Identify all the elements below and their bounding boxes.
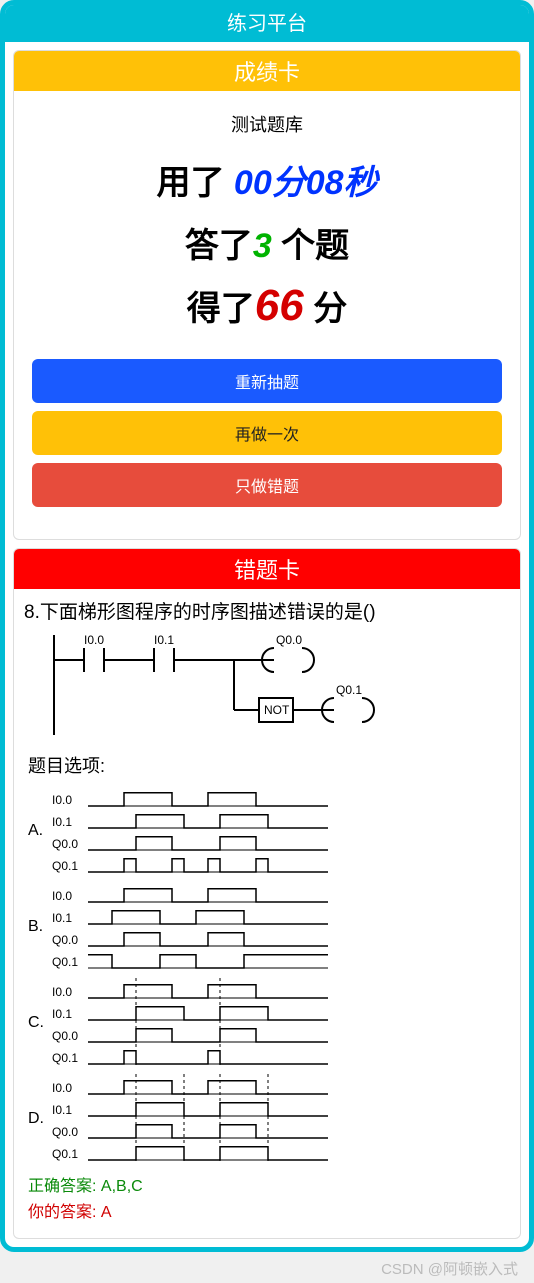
question-number: 8.: [24, 602, 40, 623]
signal-label: I0.0: [52, 889, 72, 903]
option-row[interactable]: A. I0.0 I0.1 Q0.0 Q0.1: [28, 784, 510, 878]
ladder-label-q01: Q0.1: [336, 683, 362, 697]
ladder-label-not: NOT: [264, 703, 290, 717]
option-row[interactable]: B. I0.0 I0.1 Q0.0 Q0.1: [28, 880, 510, 974]
option-letter: B.: [28, 918, 52, 936]
time-value: 00分08秒: [234, 164, 378, 202]
wrong-card: 错题卡 8.下面梯形图程序的时序图描述错误的是(): [13, 548, 521, 1239]
timing-diagram: I0.0 I0.1 Q0.0 Q0.1: [52, 976, 332, 1070]
score-card: 成绩卡 测试题库 用了 00分08秒 答了3 个题 得了66 分 重新抽题 再做…: [13, 50, 521, 540]
option-letter: A.: [28, 822, 52, 840]
signal-label: Q0.0: [52, 933, 78, 947]
signal-label: Q0.1: [52, 1147, 78, 1161]
score-buttons: 重新抽题 再做一次 只做错题: [14, 345, 520, 525]
signal-label: I0.1: [52, 1007, 72, 1021]
signal-label: I0.0: [52, 985, 72, 999]
ladder-label-i01: I0.1: [154, 633, 174, 647]
timing-diagram: I0.0 I0.1 Q0.0 Q0.1: [52, 880, 332, 974]
score-card-body: 测试题库 用了 00分08秒 答了3 个题 得了66 分 重新抽题 再做一次 只…: [14, 91, 520, 539]
retry-button[interactable]: 再做一次: [32, 411, 502, 455]
wrong-card-body: 8.下面梯形图程序的时序图描述错误的是(): [14, 597, 520, 1238]
signal-label: I0.1: [52, 1103, 72, 1117]
signal-label: I0.0: [52, 1081, 72, 1095]
signal-label: Q0.0: [52, 1125, 78, 1139]
option-letter: D.: [28, 1110, 52, 1128]
your-answer: 你的答案: A: [28, 1198, 510, 1222]
ladder-diagram: I0.0 I0.1 Q0.0 Q0.1 NOT: [44, 630, 404, 740]
score-prefix: 得了: [187, 290, 255, 328]
app-title: 练习平台: [227, 13, 307, 35]
correct-answer-label: 正确答案:: [28, 1178, 96, 1195]
redraw-button[interactable]: 重新抽题: [32, 359, 502, 403]
timing-diagram: I0.0 I0.1 Q0.0 Q0.1: [52, 784, 332, 878]
correct-answer-value: A,B,C: [101, 1178, 143, 1195]
score-value: 66: [255, 281, 304, 330]
signal-label: Q0.1: [52, 955, 78, 969]
signal-label: Q0.1: [52, 859, 78, 873]
options-label: 题目选项:: [28, 752, 510, 778]
wrongs-button[interactable]: 只做错题: [32, 463, 502, 507]
answered-prefix: 答了: [185, 227, 253, 265]
option-row[interactable]: C. I0.0 I0.1 Q0.0 Q0.1: [28, 976, 510, 1070]
your-answer-label: 你的答案:: [28, 1204, 96, 1221]
timing-diagram: I0.0 I0.1 Q0.0 Q0.1: [52, 1072, 332, 1166]
wrong-card-title: 错题卡: [14, 549, 520, 589]
app-frame: 练习平台 成绩卡 测试题库 用了 00分08秒 答了3 个题 得了66 分 重新…: [0, 0, 534, 1252]
app-header: 练习平台: [5, 5, 529, 42]
score-line: 得了66 分: [14, 281, 520, 331]
time-line: 用了 00分08秒: [14, 155, 520, 204]
your-answer-value: A: [101, 1204, 112, 1221]
signal-label: I0.1: [52, 911, 72, 925]
question-stem: 下面梯形图程序的时序图描述错误的是(): [40, 602, 376, 623]
ladder-label-i00: I0.0: [84, 633, 104, 647]
time-prefix: 用了: [156, 164, 233, 202]
signal-label: I0.0: [52, 793, 72, 807]
signal-label: I0.1: [52, 815, 72, 829]
signal-label: Q0.0: [52, 1029, 78, 1043]
answered-suffix: 个题: [272, 227, 349, 265]
ladder-label-q00: Q0.0: [276, 633, 302, 647]
answered-line: 答了3 个题: [14, 218, 520, 267]
question-text: 8.下面梯形图程序的时序图描述错误的是(): [24, 597, 510, 624]
score-subtitle: 测试题库: [14, 111, 520, 137]
score-suffix: 分: [304, 290, 347, 328]
option-letter: C.: [28, 1014, 52, 1032]
score-card-title: 成绩卡: [14, 51, 520, 91]
answered-count: 3: [253, 227, 272, 265]
correct-answer: 正确答案: A,B,C: [28, 1172, 510, 1196]
signal-label: Q0.1: [52, 1051, 78, 1065]
options-list: A.I0.0I0.1Q0.0Q0.1B.I0.0I0.1Q0.0Q0.1C.I0…: [24, 784, 510, 1166]
signal-label: Q0.0: [52, 837, 78, 851]
option-row[interactable]: D. I0.0 I0.1 Q0.0 Q0.1: [28, 1072, 510, 1166]
